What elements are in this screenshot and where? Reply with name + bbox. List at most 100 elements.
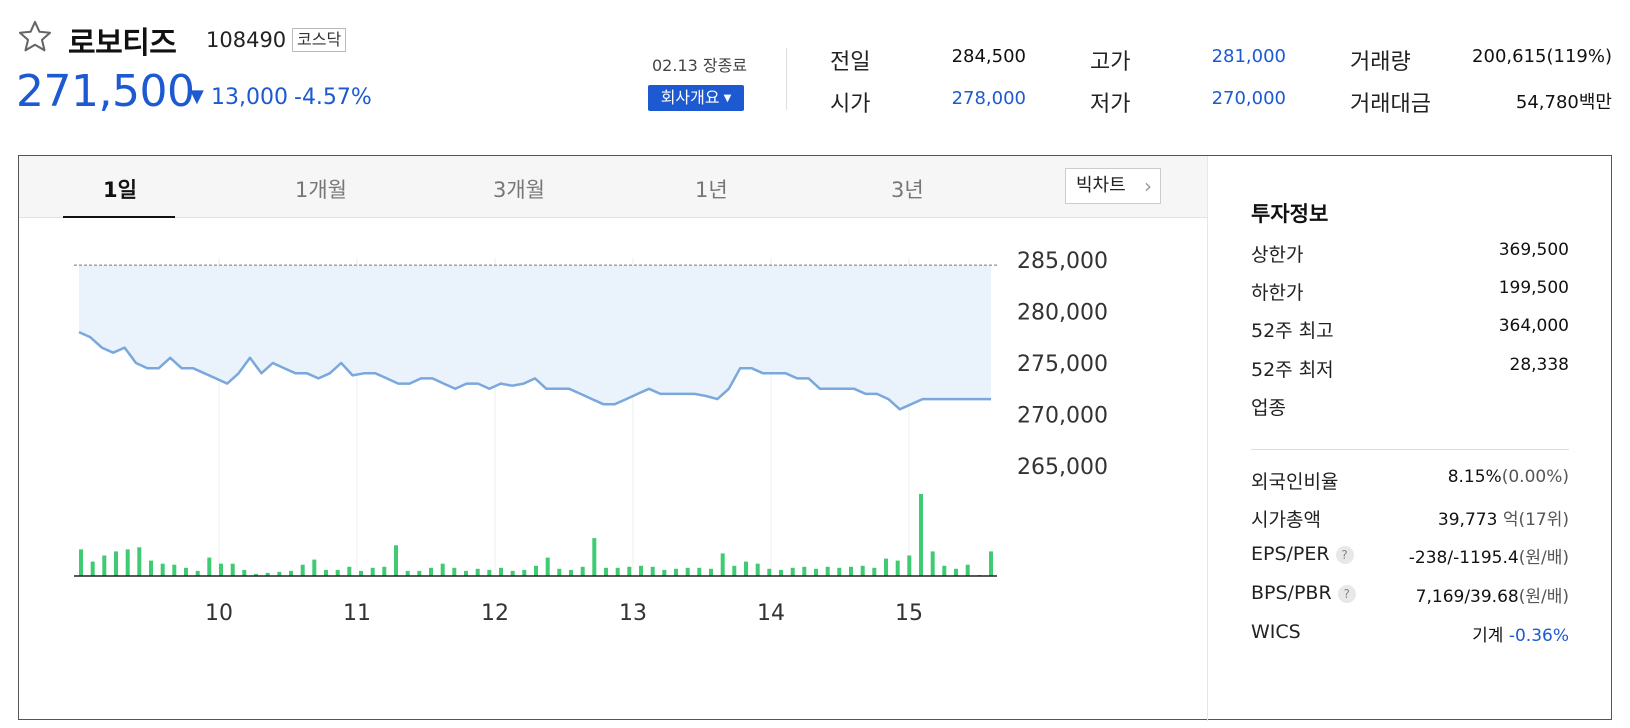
- volume-bar: [382, 566, 387, 576]
- eps-per-value: -238/-1195.4(원/배): [1409, 543, 1569, 568]
- foreign-ratio: 8.15%: [1447, 467, 1502, 487]
- lower-limit-row: 하한가 199,500: [1251, 278, 1569, 304]
- sector-row: 업종: [1251, 393, 1569, 419]
- volume-bar: [779, 569, 783, 576]
- volume-bar: [744, 561, 748, 576]
- high-label: 고가: [1090, 50, 1131, 75]
- volume-bar: [347, 566, 352, 576]
- wics-value: 기계 -0.36%: [1472, 621, 1569, 646]
- volume-bar: [907, 555, 912, 576]
- volume-bar: [755, 563, 760, 576]
- volume-bar: [592, 538, 597, 576]
- y-tick-label: 285,000: [1017, 249, 1108, 274]
- tab-3month[interactable]: 3개월: [493, 178, 546, 202]
- tab-1month[interactable]: 1개월: [295, 178, 348, 202]
- volume-label: 거래량: [1350, 50, 1411, 75]
- open-value: 278,000: [951, 88, 1026, 109]
- y-tick-label: 270,000: [1017, 404, 1108, 429]
- prev-close-label: 전일: [830, 50, 871, 75]
- foreign-ratio-row: 외국인비율 8.15%(0.00%): [1251, 467, 1569, 493]
- volume-bar: [662, 569, 667, 576]
- company-overview-label: 회사개요: [660, 88, 720, 107]
- volume-bar: [790, 567, 795, 576]
- active-tab-underline: [63, 216, 175, 218]
- x-tick-label: 12: [481, 601, 509, 626]
- volume-bar: [184, 567, 188, 576]
- foreign-ratio-change: (0.00%): [1501, 467, 1569, 487]
- favorite-star-icon[interactable]: [16, 18, 54, 56]
- session-status: 02.13 장종료: [652, 56, 748, 75]
- volume-bar: [639, 565, 643, 577]
- volume-bar: [580, 566, 585, 576]
- tab-3year[interactable]: 3년: [891, 178, 924, 202]
- volume-bar: [125, 549, 130, 577]
- company-overview-button[interactable]: 회사개요 ▼: [648, 85, 744, 111]
- wics-label: WICS: [1251, 621, 1301, 643]
- volume-bar: [289, 570, 293, 576]
- y-tick-label: 265,000: [1017, 455, 1108, 480]
- volume-bar: [464, 570, 468, 576]
- down-arrow-icon: ▼: [190, 86, 204, 107]
- help-icon[interactable]: ?: [1335, 545, 1354, 564]
- volume-bar: [685, 567, 690, 576]
- tab-1day[interactable]: 1일: [103, 178, 137, 202]
- volume-bar: [440, 563, 445, 576]
- volume-bar: [627, 566, 632, 576]
- bps-pbr-label: BPS/PBR: [1251, 582, 1332, 604]
- volume-bar: [650, 566, 655, 576]
- volume-bar: [849, 566, 853, 576]
- bps-pbr-value: 7,169/39.68(원/배): [1416, 582, 1569, 607]
- bigchart-label: 빅차트: [1076, 175, 1126, 196]
- volume-bar: [802, 566, 807, 576]
- low52-value: 28,338: [1509, 355, 1569, 375]
- volume-bar: [732, 565, 737, 577]
- panel-divider: [1207, 156, 1208, 721]
- volume-bar: [872, 567, 877, 576]
- wics-row: WICS 기계 -0.36%: [1251, 621, 1569, 647]
- stock-header: 로보티즈 108490 코스닥 271,500 ▼ 13,000 -4.57% …: [0, 0, 1630, 140]
- volume-bar: [195, 570, 200, 576]
- bigchart-button[interactable]: 빅차트 ›: [1065, 168, 1161, 204]
- intraday-price-chart: 285,000 280,000 275,000 270,000 265,000 10 11 1…: [74, 249, 1108, 626]
- volume-bar: [965, 564, 970, 576]
- volume-bar: [930, 551, 935, 576]
- volume-bar: [90, 561, 95, 576]
- market-cap-value: 39,773 억(17위): [1438, 505, 1569, 530]
- volume-bar: [207, 557, 212, 576]
- help-icon[interactable]: ?: [1337, 584, 1356, 603]
- market-cap-row: 시가총액 39,773 억(17위): [1251, 505, 1569, 531]
- volume-bar: [814, 568, 818, 576]
- stock-name: 로보티즈: [68, 26, 177, 61]
- prev-close-value: 284,500: [951, 46, 1026, 67]
- volume-bar: [79, 549, 83, 577]
- upper-limit-row: 상한가 369,500: [1251, 240, 1569, 266]
- volume-bar: [429, 567, 433, 576]
- market-badge: 코스닥: [292, 28, 347, 52]
- volume-bar: [510, 570, 515, 576]
- y-tick-label: 275,000: [1017, 352, 1108, 377]
- volume-bar: [335, 569, 340, 576]
- volume-bar: [534, 565, 538, 577]
- volume-bar: [569, 569, 573, 576]
- price-line: [78, 330, 991, 411]
- volume-bar: [219, 563, 223, 576]
- wics-change: -0.36%: [1508, 626, 1569, 646]
- volume-bar: [277, 571, 282, 576]
- volume-bar: [102, 555, 107, 576]
- volume-bar: [475, 568, 480, 576]
- volume-bar: [499, 567, 503, 576]
- volume-bar: [300, 564, 305, 576]
- upper-limit-value: 369,500: [1498, 240, 1569, 260]
- volume-bar: [405, 570, 410, 576]
- volume-bar: [545, 557, 550, 576]
- volume-bar: [860, 565, 865, 577]
- wics-sector-link[interactable]: 기계: [1472, 626, 1504, 646]
- high52-label: 52주 최고: [1251, 320, 1334, 342]
- volume-bar: [324, 569, 328, 576]
- volume-bar: [394, 545, 398, 577]
- low52-row: 52주 최저 28,338: [1251, 355, 1569, 381]
- tab-1year[interactable]: 1년: [695, 178, 728, 202]
- volume-bar: [149, 560, 153, 576]
- volume-bar: [359, 570, 363, 576]
- bps-pbr: 7,169/39.68: [1415, 587, 1519, 607]
